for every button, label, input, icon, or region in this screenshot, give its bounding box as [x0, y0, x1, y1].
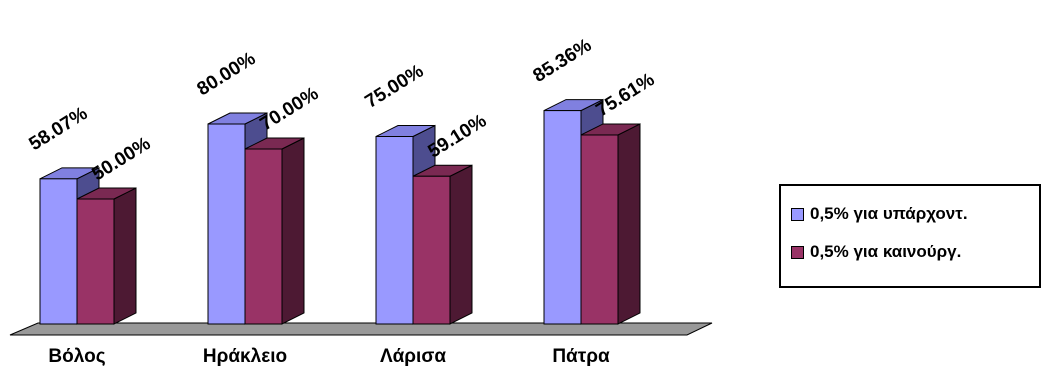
legend-item-series-2: 0,5% για καινούργ. — [791, 242, 961, 262]
legend-label-series-2: 0,5% για καινούργ. — [810, 242, 962, 261]
legend: 0,5% για υπάρχοντ. 0,5% για καινούργ. — [779, 184, 1041, 288]
category-label-1: Βόλος — [48, 346, 105, 367]
bar-Ηράκλειο-series-2 — [244, 137, 305, 325]
bar-Βόλος-series-2 — [76, 187, 137, 325]
bar-Πάτρα-series-2 — [580, 123, 641, 325]
bar-front — [76, 198, 115, 325]
legend-swatch-series-2 — [791, 245, 804, 259]
data-label-Ηράκλειο-series-1: 80.00% — [194, 48, 260, 100]
bar-front — [375, 136, 414, 325]
legend-swatch-series-1 — [791, 207, 804, 221]
category-label-2: Ηράκλειο — [203, 346, 287, 367]
bar-side — [617, 123, 641, 325]
category-label-4: Πάτρα — [552, 346, 610, 367]
data-label-Βόλος-series-2: 50.00% — [89, 133, 155, 185]
data-label-Βόλος-series-1: 58.07% — [26, 103, 92, 155]
bar-Λάρισα-series-2 — [412, 164, 473, 325]
bar-front — [543, 110, 582, 325]
bar-front — [412, 175, 451, 325]
bar-side — [281, 137, 305, 325]
bar-side — [449, 164, 473, 325]
bar-front — [207, 123, 246, 325]
category-label-3: Λάρισα — [380, 346, 446, 367]
data-label-Ηράκλειο-series-2: 70.00% — [257, 83, 323, 135]
bar-front — [244, 148, 283, 325]
data-label-Πάτρα-series-1: 85.36% — [530, 35, 596, 87]
bar-side — [113, 187, 137, 325]
chart-floor — [9, 322, 713, 336]
legend-item-series-1: 0,5% για υπάρχοντ. — [791, 204, 968, 224]
data-label-Λάρισα-series-1: 75.00% — [362, 61, 428, 113]
bar-front — [580, 134, 619, 325]
legend-label-series-1: 0,5% για υπάρχοντ. — [810, 204, 968, 223]
bar-front — [39, 178, 78, 325]
data-label-Πάτρα-series-2: 75.61% — [593, 69, 659, 121]
